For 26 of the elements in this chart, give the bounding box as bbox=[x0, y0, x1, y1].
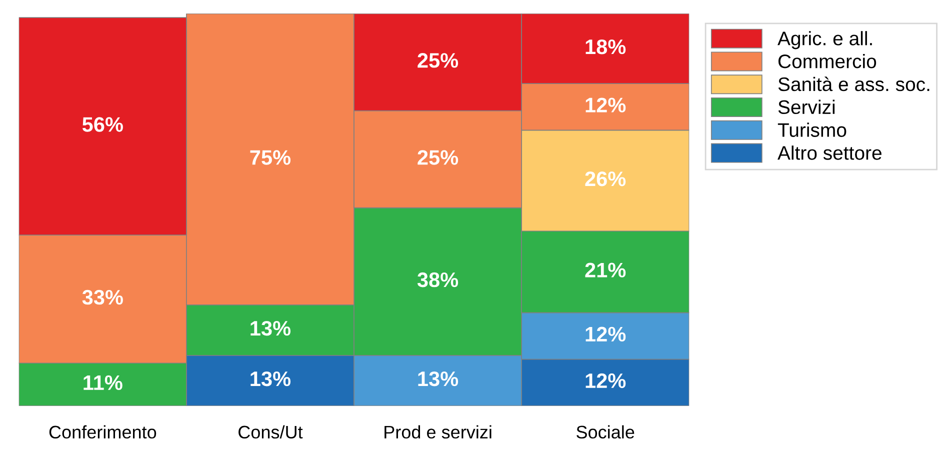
x-tick-label: Prod e servizi bbox=[384, 425, 492, 439]
data-label: 12% bbox=[586, 326, 626, 342]
data-label: 13% bbox=[250, 371, 291, 386]
legend-label: Turismo bbox=[778, 122, 846, 137]
data-label: 12% bbox=[586, 373, 626, 388]
data-label: 11% bbox=[84, 375, 122, 390]
x-tick-label: Conferimento bbox=[49, 425, 156, 439]
data-label: 13% bbox=[418, 371, 458, 386]
legend-label: Altro settore bbox=[778, 146, 882, 160]
x-tick-label: Sociale bbox=[576, 425, 634, 439]
data-label: 25% bbox=[418, 53, 458, 68]
data-label: 21% bbox=[585, 262, 626, 278]
data-label: 33% bbox=[82, 290, 123, 305]
data-label: 25% bbox=[418, 150, 458, 165]
legend-label: Servizi bbox=[778, 100, 835, 114]
data-label: 26% bbox=[585, 171, 626, 186]
x-tick-label: Cons/Ut bbox=[238, 425, 303, 439]
data-label: 13% bbox=[250, 320, 291, 336]
legend-label: Sanità e ass. soc. bbox=[778, 76, 930, 92]
legend-label: Commercio bbox=[778, 54, 876, 68]
data-label: 38% bbox=[417, 272, 458, 288]
legend-label: Agric. e all. bbox=[778, 31, 872, 50]
data-label: 18% bbox=[586, 39, 626, 54]
data-label: 75% bbox=[250, 150, 291, 165]
data-label: 56% bbox=[82, 117, 123, 132]
data-label: 12% bbox=[586, 98, 626, 112]
